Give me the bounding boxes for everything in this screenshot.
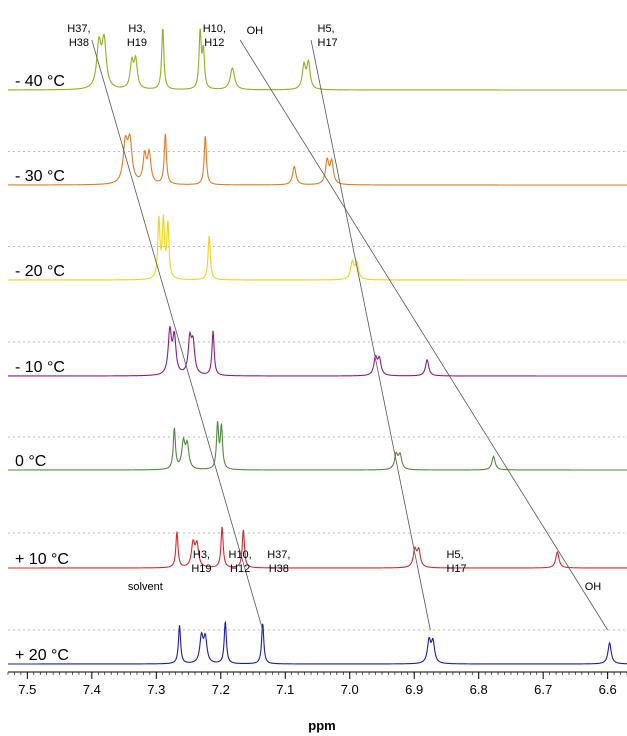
peak-annotation: H12 [230,563,250,575]
peak-annotation: H12 [204,37,224,49]
peak-annotation: OH [585,581,602,593]
x-tick-label: 7.1 [276,682,294,697]
spectrum-trace [7,28,627,91]
peak-annotation: OH [247,25,264,37]
x-tick-label: 6.9 [405,682,423,697]
spectrum-trace [8,132,627,186]
peak-annotation: H17 [318,37,338,49]
spectra-layer [7,28,627,665]
tracking-lines [91,39,608,631]
spectrum-trace [8,421,627,471]
spectrum-trace [8,620,627,665]
peak-annotation: H10, [229,549,252,561]
tracking-line [310,39,431,631]
spectrum-trace [8,214,627,281]
x-tick-label: 6.7 [534,682,552,697]
spectrum-trace [8,326,627,377]
x-tick-label: 7.0 [341,682,359,697]
x-tick-label: 7.3 [147,682,165,697]
x-axis-label: ppm [308,718,335,733]
peak-annotation: H3, [193,549,210,561]
temperature-label: - 10 °C [15,359,65,376]
x-tick-label: 7.5 [18,682,36,697]
peak-annotation: H38 [269,563,289,575]
tracking-line [91,39,264,631]
x-tick-label: 7.2 [212,682,230,697]
temperature-label: - 30 °C [15,168,65,185]
peak-annotation: H10, [203,23,226,35]
temperature-label: + 20 °C [15,647,69,664]
peak-annotation: H5, [446,549,463,561]
temperature-label: - 20 °C [15,263,65,280]
spectrum-trace [8,526,627,569]
peak-annotation: H37, [67,23,90,35]
peak-annotation: H37, [267,549,290,561]
temperature-label: - 40 °C [15,73,65,90]
labels-layer: - 40 °C H37, H38 H3, H19 H10, H12 OH H5, H17 - 30 … [15,23,601,664]
x-tick-label: 7.4 [83,682,101,697]
x-tick-label: 6.6 [599,682,617,697]
temperature-label: 0 °C [15,453,46,470]
peak-annotation: H38 [69,37,89,49]
peak-annotation: H5, [318,23,335,35]
temperature-label: + 10 °C [15,551,69,568]
peak-annotation: H19 [191,563,211,575]
tracking-line [239,39,608,631]
x-axis: 7.5 7.4 7.3 7.2 7.1 7.0 6.9 6.8 6.7 6.6 [7,671,627,697]
x-tick-label: 6.8 [470,682,488,697]
peak-annotation: H3, [128,23,145,35]
peak-annotation: H17 [446,563,466,575]
peak-annotation: solvent [128,581,163,593]
peak-annotation: H19 [127,37,147,49]
